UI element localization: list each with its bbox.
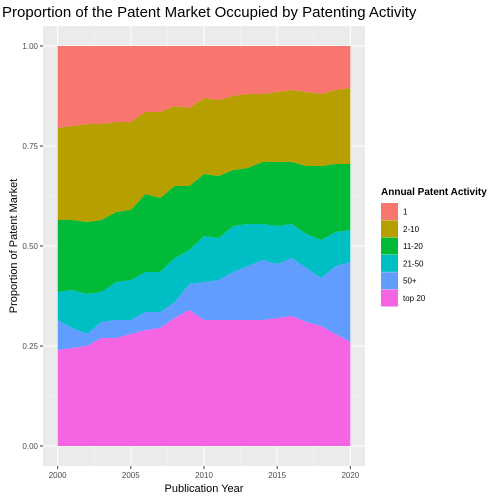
legend-key-11-20 [381,237,398,255]
area-series-1 [57,46,351,128]
area-series-group [57,46,351,446]
y-tick-label: 1.00 [22,42,38,51]
y-tick-label: 0.00 [22,442,38,451]
y-tick-label: 0.50 [22,242,38,251]
area-series-2-10 [57,88,351,222]
legend: Annual Patent Activity 1 2-10 11-20 21-50 50… [381,187,487,307]
legend-key-2-10 [381,220,398,238]
x-tick-label: 2020 [341,471,359,480]
legend-label-11-20: 11-20 [403,242,423,251]
area-series-50+ [57,258,351,350]
area-series-11-20 [57,162,351,294]
legend-key-top-20 [381,289,398,307]
legend-key-21-50 [381,254,398,272]
y-tick-label: 0.75 [22,142,38,151]
legend-label-50+: 50+ [403,277,417,286]
x-tick-label: 2005 [122,471,140,480]
y-axis-title: Proportion of Patent Market [8,179,20,314]
chart-title: Proportion of the Patent Market Occupied… [2,4,417,21]
area-series-top-20 [57,310,351,446]
x-axis-title: Publication Year [165,483,244,495]
legend-label-top-20: top 20 [403,294,426,303]
area-series-21-50 [57,224,351,334]
x-tick-label: 2010 [195,471,213,480]
legend-title: Annual Patent Activity [381,187,487,198]
x-axis: 2000 2005 2010 2015 2020 [49,466,360,480]
legend-key-1 [381,203,398,220]
legend-key-50+ [381,272,398,290]
legend-label-1: 1 [403,208,408,217]
y-tick-label: 0.25 [22,342,38,351]
legend-label-2-10: 2-10 [403,225,420,234]
x-tick-label: 2000 [49,471,67,480]
y-axis: 0.00 0.25 0.50 0.75 1.00 [22,42,43,451]
legend-label-21-50: 21-50 [403,259,424,268]
x-tick-label: 2015 [268,471,286,480]
